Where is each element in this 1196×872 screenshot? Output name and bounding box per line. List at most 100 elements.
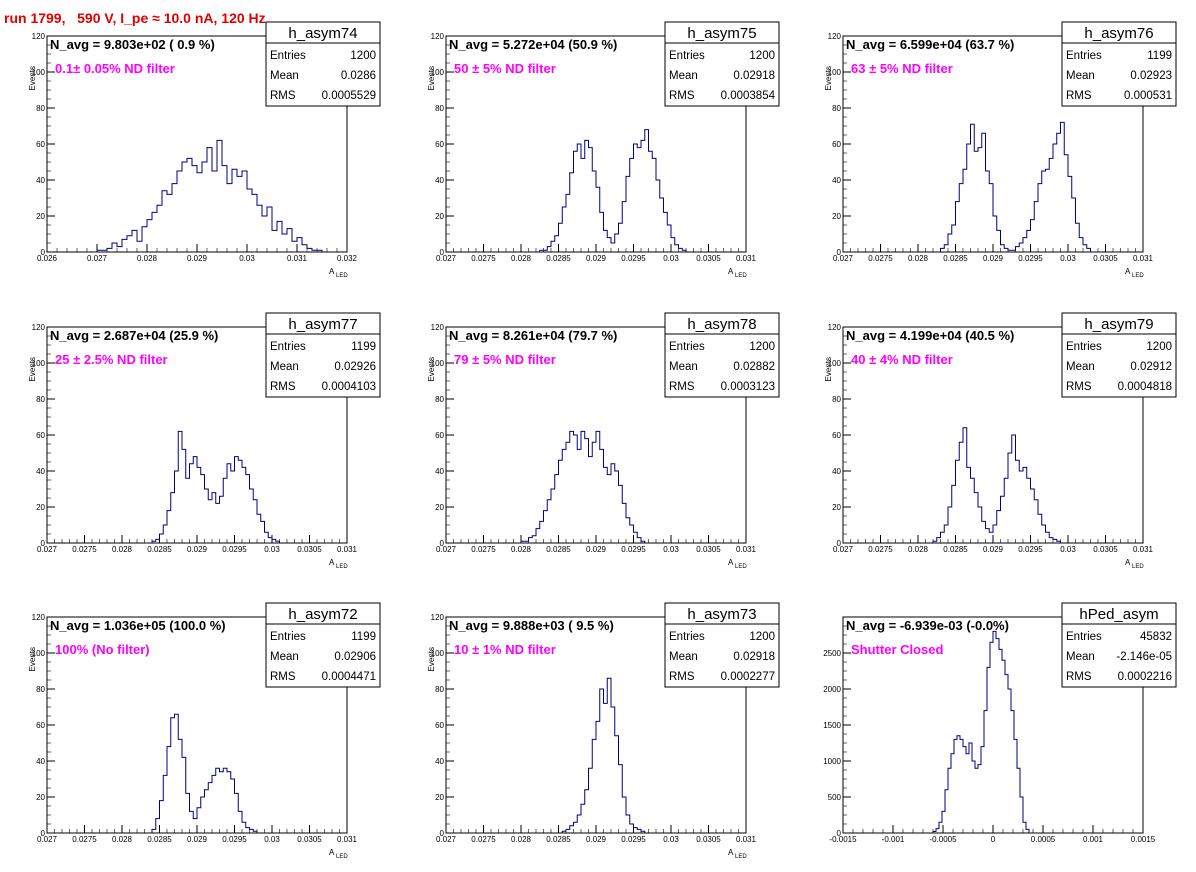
histogram-bin — [1016, 460, 1020, 543]
histogram-bin — [231, 779, 235, 833]
stats-rms-value: 0.0004818 — [1118, 381, 1172, 393]
histogram-bin — [562, 449, 566, 543]
histogram-bin — [237, 176, 242, 252]
histogram-bin — [948, 234, 952, 252]
x-tick-label: 0.0295 — [621, 835, 646, 844]
filter-label: 40 ± 4% ND filter — [851, 352, 953, 367]
histogram-bin — [577, 815, 581, 833]
histogram-line — [96, 139, 323, 252]
y-axis-label: Events — [28, 357, 37, 381]
stats-box — [664, 312, 780, 398]
histogram-bin — [193, 457, 197, 543]
histogram-bin — [208, 500, 212, 543]
y-tick-label: 60 — [36, 140, 45, 149]
x-tick-label: 0.029 — [586, 835, 607, 844]
histogram-bin — [566, 194, 570, 252]
y-tick-label: 80 — [36, 395, 45, 404]
histogram-bin — [967, 467, 971, 543]
x-tick-label: 0.028 — [112, 545, 133, 554]
y-tick-label: 20 — [435, 212, 444, 221]
histogram-bin — [585, 439, 589, 543]
histogram-bin — [592, 171, 596, 252]
x-axis-label-sub: LED — [735, 854, 747, 860]
histogram-bin — [544, 511, 548, 543]
histogram-bin — [197, 808, 201, 833]
histogram-bin — [1016, 247, 1020, 252]
histogram-bin — [1012, 435, 1016, 543]
x-tick-label: 0.0285 — [943, 254, 968, 263]
histogram-bin — [1014, 739, 1017, 833]
navg-text: N_avg = 9.803e+02 ( 0.9 %) — [50, 37, 215, 52]
x-axis-label: A — [329, 267, 335, 276]
histogram-bin — [941, 532, 945, 543]
histogram-bin — [212, 775, 216, 833]
histogram-bin — [1057, 133, 1061, 252]
histogram-bin — [137, 241, 142, 252]
histogram-bin — [671, 238, 675, 252]
histogram-bin — [634, 144, 638, 252]
histogram-bin — [1072, 198, 1076, 252]
y-axis-label: Events — [28, 647, 37, 671]
x-tick-label: 0.0275 — [868, 254, 893, 263]
histogram-bin — [969, 743, 972, 833]
histogram-bin — [959, 184, 963, 252]
stats-entries-label: Entries — [1066, 50, 1102, 62]
histogram-bin — [175, 471, 179, 543]
x-axis-label: A — [329, 848, 335, 857]
stats-title: h_asym79 — [1084, 316, 1153, 333]
x-axis-label: A — [728, 558, 734, 567]
stats-entries-value: 1199 — [1147, 50, 1172, 62]
histogram-bin — [600, 689, 604, 833]
histogram-bin — [162, 191, 167, 252]
y-tick-label: 60 — [36, 721, 45, 730]
x-axis-label: A — [329, 558, 335, 567]
histogram-bin — [634, 532, 638, 543]
histogram-bin — [1053, 144, 1057, 252]
histogram-bin — [615, 736, 619, 833]
histogram-bin — [971, 478, 975, 543]
x-tick-label: 0.029 — [983, 545, 1004, 554]
x-tick-label: 0.0285 — [546, 835, 571, 844]
histogram-bin — [607, 238, 611, 252]
x-tick-label: 0.031 — [736, 835, 757, 844]
histogram-bin — [619, 485, 623, 543]
histogram-bin — [611, 464, 615, 543]
histogram-bin — [216, 503, 220, 543]
x-tick-label: 0.029 — [187, 254, 208, 263]
histogram-bin — [167, 511, 171, 543]
histogram-bin — [540, 521, 544, 543]
histogram-line — [539, 129, 687, 252]
y-tick-label: 120 — [32, 323, 46, 332]
histogram-bin — [1053, 539, 1057, 543]
histogram-bin — [227, 464, 231, 543]
histogram-bin — [178, 431, 182, 543]
histogram-bin — [1004, 248, 1008, 252]
histogram-bin — [1042, 525, 1046, 543]
histogram-bin — [167, 747, 171, 833]
y-tick-label: 100 — [32, 359, 46, 368]
histogram-bin — [223, 768, 227, 833]
histogram-bin — [963, 747, 966, 833]
histogram-bin — [175, 714, 179, 833]
panel-h_asym72: 0 20 40 60 80 100 120 0.027 0.0275 0.028 0.0285 0.0… — [28, 602, 381, 860]
x-tick-label: 0.027 — [833, 545, 854, 554]
stats-entries-label: Entries — [270, 50, 306, 62]
y-tick-label: 120 — [431, 32, 445, 41]
histogram-bin — [1017, 768, 1020, 833]
histogram-bin — [600, 449, 604, 543]
histogram-bin — [944, 245, 948, 252]
histogram-bin — [589, 768, 593, 833]
histogram-bin — [171, 718, 175, 833]
histogram-bin — [999, 649, 1002, 833]
histogram-bin — [630, 158, 634, 252]
histogram-bin — [232, 169, 237, 252]
histogram-bin — [265, 532, 269, 543]
x-tick-label: 0.0295 — [1018, 545, 1043, 554]
histogram-bin — [997, 511, 1001, 543]
histogram-bin — [982, 521, 986, 543]
y-tick-label: 20 — [435, 503, 444, 512]
histogram-bin — [521, 541, 525, 543]
histogram-bin — [190, 811, 194, 833]
histogram-bin — [532, 536, 536, 543]
histogram-bin — [596, 187, 600, 252]
